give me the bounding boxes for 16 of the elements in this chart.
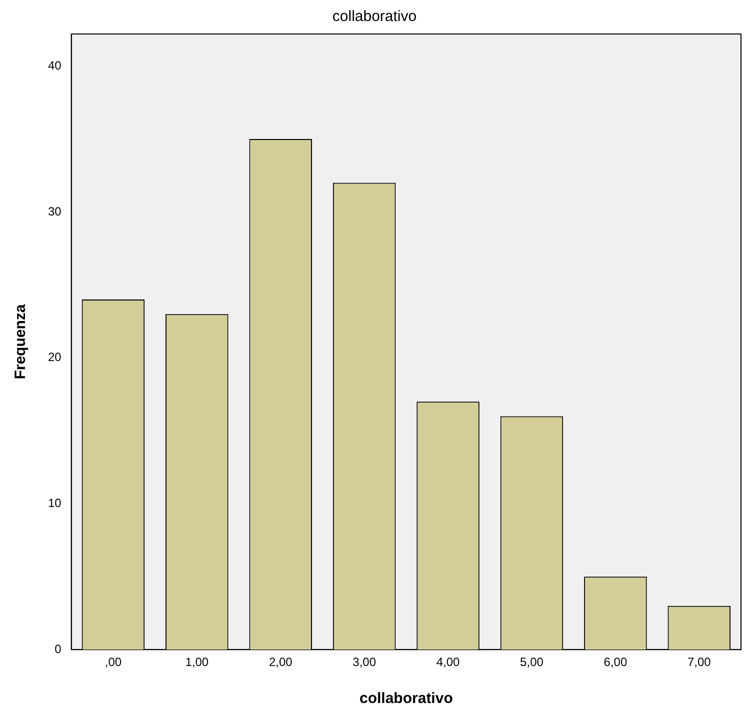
x-tick-label: 1,00 xyxy=(185,655,209,670)
x-tick-label: 6,00 xyxy=(604,655,628,670)
y-tick-label: 0 xyxy=(54,642,62,656)
y-tick-label: 40 xyxy=(48,58,62,72)
y-axis-title: Frequenza xyxy=(12,304,30,380)
x-tick-label: 2,00 xyxy=(268,655,293,670)
x-tick-label: 7,00 xyxy=(687,655,712,670)
x-tick-label: 3,00 xyxy=(352,655,376,670)
x-tick-label: 4,00 xyxy=(436,655,460,670)
x-tick-label: 5,00 xyxy=(520,655,544,670)
chart-title: collaborativo xyxy=(332,8,417,26)
x-tick-label: ,00 xyxy=(104,655,122,670)
y-tick-label: 10 xyxy=(48,496,62,510)
y-tick-label: 20 xyxy=(48,350,62,364)
y-tick-label: 30 xyxy=(48,204,62,218)
x-axis-title: collaborativo xyxy=(359,690,453,708)
